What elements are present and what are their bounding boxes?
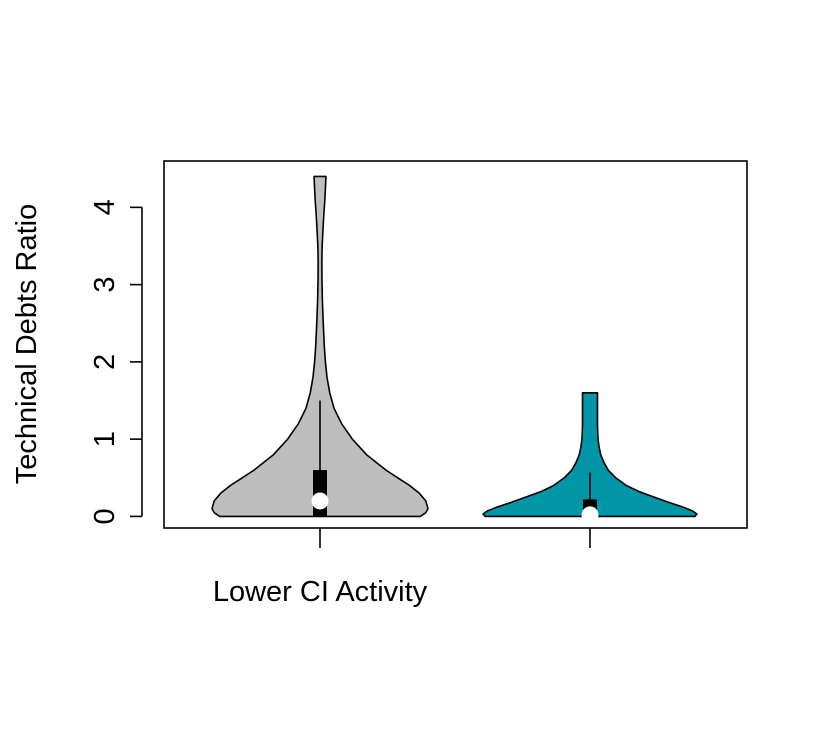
y-tick-label: 3 (89, 277, 121, 293)
y-tick-label: 0 (89, 508, 121, 524)
violin-group (211, 175, 429, 518)
median-point (581, 506, 599, 524)
x-tick-label: Lower CI Activity (213, 576, 428, 608)
plot-frame (163, 160, 748, 529)
y-axis-label: Technical Debts Ratio (11, 204, 43, 484)
violin-body (211, 175, 429, 518)
x-axis: Lower CI Activity (213, 528, 591, 608)
y-tick-label: 4 (89, 199, 121, 215)
y-tick-label: 2 (89, 354, 121, 370)
violin-body (482, 391, 698, 518)
median-point (311, 492, 329, 510)
y-axis: 0 1 2 3 4 (89, 199, 143, 524)
y-tick-label: 1 (89, 431, 121, 447)
violins-layer (211, 175, 698, 524)
violin-group (482, 391, 698, 524)
